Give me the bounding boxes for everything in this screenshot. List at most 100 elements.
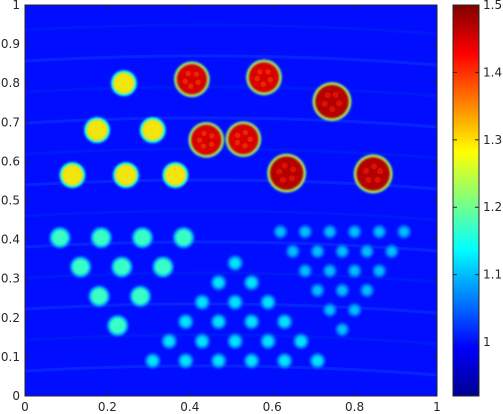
inclusion-texture [371,163,378,170]
inclusion [229,257,241,269]
inclusion-group-large-disks [174,59,282,158]
inclusion-texture [324,92,331,99]
inclusion-texture [208,141,215,148]
inclusion-texture [209,133,215,139]
inclusion [191,124,222,156]
inclusion-texture [182,78,189,85]
x-tick-label: 0.4 [180,400,199,414]
x-tick-label: 0.8 [345,400,364,414]
inclusion [300,266,310,276]
inclusion [262,336,274,347]
inclusion [180,316,191,327]
inclusion-texture [363,167,370,175]
inclusion [164,164,186,186]
plot-background [25,5,437,396]
inclusion-texture [187,83,194,89]
inclusion-texture [97,123,101,128]
inclusion [350,305,360,315]
ripple-band [25,116,437,129]
inclusion-texture [265,69,271,75]
inclusion-texture [91,130,96,135]
inclusion-texture [155,127,160,132]
inclusion [362,286,372,295]
inclusion [295,336,307,347]
inclusion-texture [377,168,384,175]
inclusion [350,266,360,276]
colorbar-gradient [453,5,479,396]
colorbar-tick-label: 1.4 [483,65,502,79]
inclusion-texture [332,91,339,98]
inclusion [300,227,310,237]
colorbar-tick-label: 1.1 [483,268,502,282]
inclusion-texture [73,176,78,181]
inclusion-texture [151,123,155,128]
inclusion-texture [247,136,253,143]
x-tick-label: 0 [21,400,29,414]
inclusion [132,288,149,305]
inclusion [337,246,347,256]
inclusion [262,296,274,308]
y-tick-label: 0.3 [1,272,20,286]
inclusion-texture [234,139,241,146]
y-tick-label: 0.6 [1,154,20,168]
inclusion-texture [117,82,122,86]
inclusion-group-large-disks-red [267,82,393,194]
inclusion-group-inverted-triangle [273,224,411,337]
inclusion-texture [175,168,180,173]
inclusion-texture [200,143,207,149]
inclusion [387,246,397,256]
inclusion [72,258,89,275]
colorbar: 1 1.1 1.2 1.3 1.4 1.5 [452,0,502,397]
y-tick-label: 0.5 [1,194,20,208]
inclusion-texture [121,85,126,90]
y-tick-label: 0.8 [1,76,20,90]
inclusion [313,246,322,256]
inclusion [246,316,257,327]
inclusion [115,164,137,186]
inclusion-texture [169,175,174,180]
inclusion [134,229,151,246]
inclusion [246,277,257,288]
inclusion-texture [289,175,296,182]
inclusion [213,316,224,327]
inclusion-texture [127,175,132,180]
inclusion [163,336,175,347]
inclusion [279,355,290,367]
inclusion-group-small-disks [49,227,195,337]
inclusion [279,316,290,327]
inclusion [325,305,335,315]
inclusion-texture [242,129,249,136]
inclusion [248,62,280,93]
inclusion-texture [234,132,241,139]
inclusion [180,355,191,367]
inclusion [362,246,372,256]
inclusion [86,119,108,141]
y-tick-label: 1 [12,0,20,12]
inclusion-texture [267,77,274,83]
inclusion-texture [65,171,70,176]
inclusion-texture [120,77,124,81]
inclusion [399,227,409,237]
ripple-band [25,85,437,98]
colorbar-tick-label: 1.5 [483,0,502,12]
inclusion-texture [257,69,263,75]
y-tick-label: 0.7 [1,115,20,129]
inclusion-texture [122,168,127,173]
ripple-band [25,364,437,377]
inclusion-texture [125,83,130,88]
inclusion-texture [196,137,203,144]
inclusion-texture [336,100,343,107]
inclusion [350,227,360,237]
inclusion [113,258,130,275]
inclusion-texture [281,162,288,169]
inclusion [337,286,347,295]
inclusion-texture [148,132,152,136]
inclusion-texture [96,132,101,137]
inclusion-texture [201,130,207,137]
inclusion [325,266,335,276]
plot-area [24,4,438,397]
inclusion-texture [123,177,128,182]
inclusion [51,229,69,246]
x-tick-label: 0.6 [263,400,282,414]
